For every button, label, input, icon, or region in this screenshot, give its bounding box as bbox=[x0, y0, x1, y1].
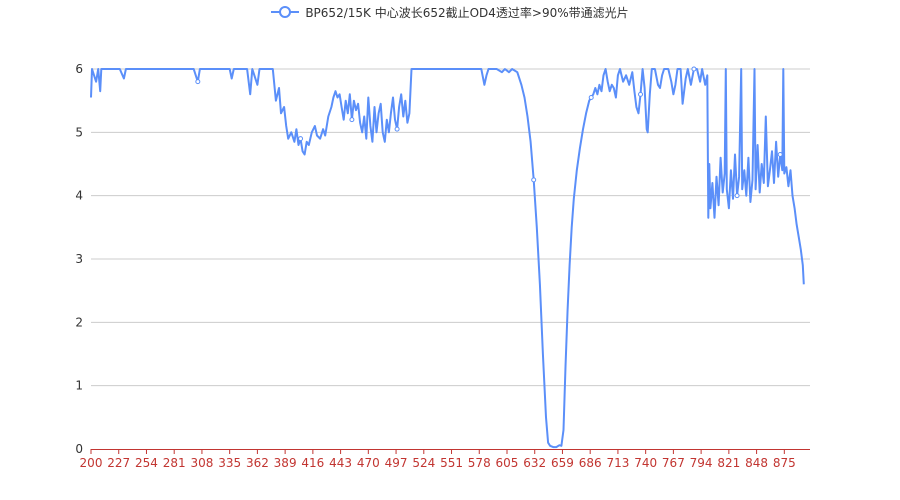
y-tick-label: 4 bbox=[75, 189, 83, 203]
data-point bbox=[588, 95, 594, 100]
y-tick-label: 0 bbox=[75, 442, 83, 456]
data-point bbox=[691, 66, 697, 72]
y-tick-label: 5 bbox=[75, 125, 83, 139]
grid-lines bbox=[91, 68, 810, 387]
data-point bbox=[777, 152, 783, 157]
x-tick-label: 335 bbox=[218, 456, 241, 470]
data-point bbox=[531, 177, 537, 183]
x-tick-label: 686 bbox=[579, 456, 602, 470]
x-tick-label: 416 bbox=[301, 456, 324, 470]
x-tick-label: 389 bbox=[274, 456, 297, 470]
y-tick-label: 3 bbox=[75, 252, 83, 266]
data-point bbox=[298, 136, 304, 142]
legend-marker-icon bbox=[271, 6, 300, 18]
x-tick-label: 740 bbox=[634, 456, 657, 470]
x-tick-label: 200 bbox=[80, 456, 103, 470]
x-tick-label: 524 bbox=[412, 456, 435, 470]
x-tick-label: 470 bbox=[357, 456, 380, 470]
data-point bbox=[394, 126, 400, 132]
x-tick-label: 362 bbox=[246, 456, 269, 470]
x-tick-label: 443 bbox=[329, 456, 352, 470]
data-point bbox=[349, 117, 355, 123]
x-tick-label: 848 bbox=[745, 456, 768, 470]
x-tick-label: 254 bbox=[135, 456, 158, 470]
y-tick-label: 2 bbox=[75, 315, 83, 329]
x-tick-label: 551 bbox=[440, 456, 463, 470]
data-point bbox=[734, 193, 740, 199]
x-tick-label: 497 bbox=[385, 456, 408, 470]
y-tick-label: 1 bbox=[75, 379, 83, 393]
x-tick-label: 794 bbox=[690, 456, 713, 470]
data-point bbox=[195, 79, 201, 85]
series-line bbox=[90, 68, 805, 449]
x-tick-label: 308 bbox=[190, 456, 213, 470]
x-tick-label: 605 bbox=[496, 456, 519, 470]
legend-item[interactable]: BP652/15K 中心波长652截止OD4透过率>90%带通滤光片 bbox=[271, 4, 629, 21]
x-tick-label: 632 bbox=[523, 456, 546, 470]
data-point bbox=[638, 91, 644, 97]
x-tick-label: 281 bbox=[163, 456, 186, 470]
legend: BP652/15K 中心波长652截止OD4透过率>90%带通滤光片 bbox=[0, 2, 900, 22]
series-group bbox=[90, 66, 805, 449]
legend-label: BP652/15K 中心波长652截止OD4透过率>90%带通滤光片 bbox=[305, 5, 629, 20]
x-tick-label: 227 bbox=[107, 456, 130, 470]
x-tick-label: 659 bbox=[551, 456, 574, 470]
x-tick-label: 713 bbox=[606, 456, 629, 470]
x-tick-label: 767 bbox=[662, 456, 685, 470]
x-tick-label: 578 bbox=[468, 456, 491, 470]
x-tick-label: 875 bbox=[773, 456, 796, 470]
x-tick-label: 821 bbox=[717, 456, 740, 470]
y-tick-label: 6 bbox=[75, 62, 83, 76]
axes: 0 1 2 3 4 5 6 200 227 254 281 308 335 362 389 416 443 470… bbox=[75, 62, 810, 470]
